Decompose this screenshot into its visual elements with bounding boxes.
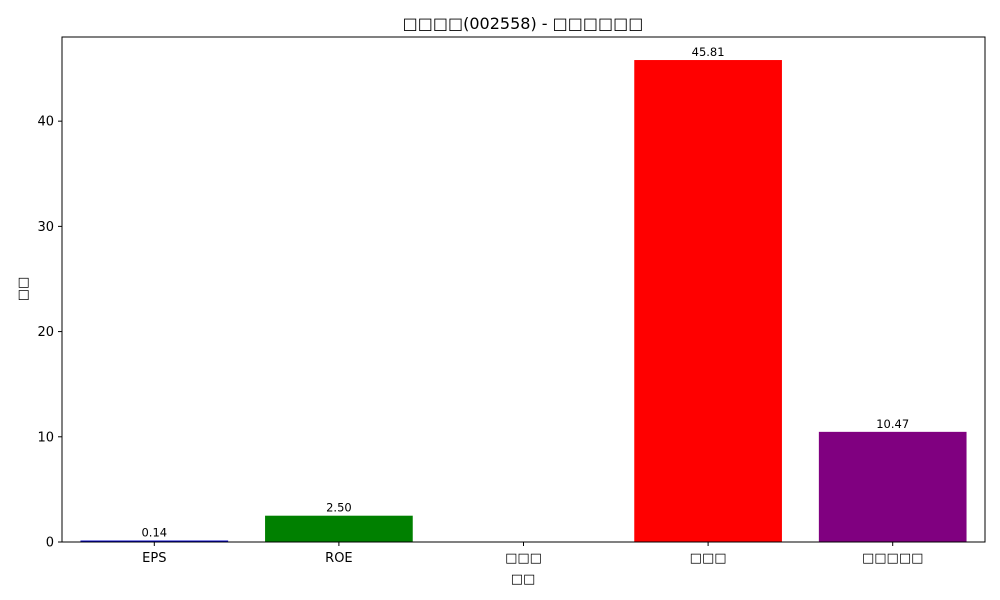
x-tick-label: □□□ (505, 551, 542, 566)
y-tick-label: 30 (37, 220, 54, 235)
data-label: 0.14 (141, 526, 167, 540)
chart-title: □□□□(002558) - □□□□□□ (403, 14, 644, 33)
x-tick-label: EPS (142, 551, 166, 566)
bar-□□□□□ (818, 431, 967, 542)
x-tick-label: ROE (325, 551, 352, 566)
x-axis-label: □□ (511, 572, 536, 587)
data-label: 45.81 (692, 45, 725, 59)
bar-eps (80, 540, 229, 542)
y-tick-label: 0 (46, 536, 54, 551)
data-label: 10.47 (876, 417, 909, 431)
x-tick-label: □□□ (690, 551, 727, 566)
data-label: 2.50 (326, 501, 352, 515)
y-tick-label: 10 (37, 430, 54, 445)
bar-roe (265, 515, 413, 542)
x-tick-label: □□□□□ (862, 551, 923, 566)
y-axis-label: □□ (16, 277, 31, 302)
bar-□□□ (634, 60, 782, 543)
y-tick-label: 40 (37, 115, 54, 130)
y-tick-label: 20 (37, 325, 54, 340)
